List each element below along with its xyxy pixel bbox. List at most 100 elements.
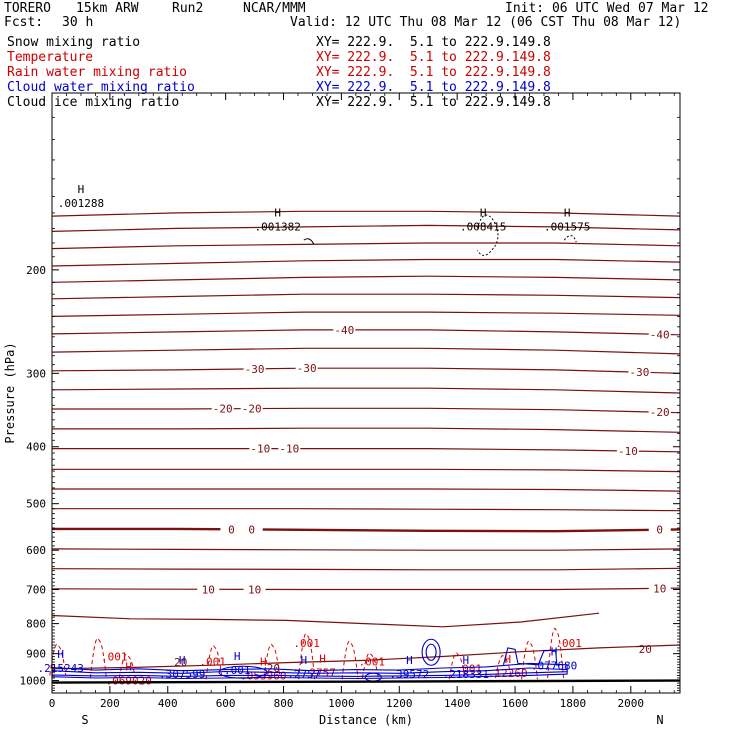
cloud-water-contour-inner <box>51 667 568 677</box>
legend-field-temperature: Temperature <box>7 50 94 65</box>
isotherm-label: -30 <box>245 363 265 376</box>
isotherm-label: -10 <box>618 445 638 458</box>
isotherm-label: -20 <box>213 403 233 416</box>
isotherm-9 <box>51 367 681 374</box>
legend-field-cloud-water: Cloud water mixing ratio <box>7 80 195 95</box>
x-tick-label: 200 <box>100 697 120 710</box>
isotherm-17 <box>52 527 681 533</box>
isotherm-label-bg <box>197 583 220 595</box>
x-tick-label: 2000 <box>618 697 645 710</box>
snow-max-marker: H <box>480 206 487 219</box>
y-tick-label: 600 <box>26 544 46 557</box>
isotherm-label: -20 <box>650 406 670 419</box>
cloud-max-marker: H <box>57 648 64 661</box>
rain-contour-label: .001 <box>555 637 582 650</box>
isotherm-1 <box>51 224 681 232</box>
rain-contour-3 <box>205 645 223 680</box>
isotherm-label-bg <box>628 366 651 378</box>
isotherm-label: 20 <box>174 656 187 669</box>
y-tick-label: 700 <box>26 584 46 597</box>
isotherm-0 <box>51 210 681 217</box>
rain-contour-label: .001 <box>359 655 386 668</box>
snow-max-marker: H <box>564 206 571 219</box>
cloud-max-marker: H <box>300 654 307 667</box>
title-org: NCAR/MMM <box>243 1 306 16</box>
isotherm-label-bg <box>243 583 266 595</box>
title-model: TORERO <box>4 1 51 16</box>
isotherm-label-bg <box>295 362 318 374</box>
isotherm-label: 0 <box>228 523 235 536</box>
legend-field-rain: Rain water mixing ratio <box>7 65 188 80</box>
isotherm-16 <box>52 508 681 512</box>
plot-frame <box>51 92 681 694</box>
surface-line <box>51 679 681 684</box>
rain-contour-5 <box>298 633 316 680</box>
cloud-water-cell <box>425 643 437 661</box>
isotherm-label-bg <box>648 523 671 535</box>
rain-contour-6 <box>341 640 359 680</box>
y-tick-label: 500 <box>26 498 46 511</box>
isotherm-20 <box>51 587 681 591</box>
cloud-max-value: .218331 <box>443 668 489 681</box>
y-tick-label: 400 <box>26 441 46 454</box>
cloud-max-value: .307599 <box>159 668 205 681</box>
isotherm-label: -40 <box>650 328 670 341</box>
cloud-max-value: .215243 <box>38 662 84 675</box>
isotherm-22 <box>51 644 681 670</box>
legend-range-rain: XY= 222.9. 5.1 to 222.9.149.8 <box>316 65 551 80</box>
isotherm-label: -30 <box>630 366 650 379</box>
isotherm-8 <box>51 347 681 355</box>
legend-range-snow: XY= 222.9. 5.1 to 222.9.149.8 <box>316 35 551 50</box>
isotherm-label-bg <box>243 362 266 374</box>
legend-field-cloud-ice: Cloud ice mixing ratio <box>7 95 180 110</box>
rain-contour-label: .001 <box>199 656 226 669</box>
isotherm-label-bg <box>648 328 671 340</box>
y-tick-label: 900 <box>26 648 46 661</box>
isotherm-label-bg <box>278 442 301 454</box>
snow-max-value: .001382 <box>255 220 301 233</box>
temperature-isotherms: -40 -40-30 -30 -30-20 -20 -20-10 -10 -100 0 010 10… <box>51 210 681 670</box>
isotherm-2 <box>51 242 681 250</box>
isotherm-12 <box>52 427 681 433</box>
cloud-max-marker: H <box>406 654 413 667</box>
snow-contour <box>303 238 315 245</box>
rain-contour-9 <box>495 655 512 679</box>
cloud-max-marker: H <box>179 654 186 667</box>
cloud-water-cell <box>364 672 382 682</box>
isotherm-label-bg <box>211 402 234 414</box>
y-tick-label: 1000 <box>20 675 47 688</box>
snow-max-marker: H <box>274 206 281 219</box>
isotherm-label-bg <box>240 523 263 535</box>
isotherm-label: -30 <box>297 362 317 375</box>
cloud-water-cell <box>502 647 558 667</box>
isotherm-14 <box>52 468 681 473</box>
isotherm-4 <box>51 275 681 283</box>
legend-range-temperature: XY= 222.9. 5.1 to 222.9.149.8 <box>316 50 551 65</box>
isotherm-label: -20 <box>242 403 262 416</box>
snow-contour <box>563 235 577 243</box>
rain-contour-11 <box>547 627 565 679</box>
cloud-max-value: .001 <box>224 664 251 677</box>
isotherm-21 <box>51 612 600 628</box>
cloud-water-cell <box>218 665 268 679</box>
isotherm-label-bg <box>240 402 263 414</box>
rain-max-marker: H <box>504 653 511 666</box>
isotherm-label: 0 <box>248 523 255 536</box>
valid-time: Valid: 12 UTC Thu 08 Mar 12 (06 CST Thu … <box>290 15 682 30</box>
x-tick-label: 400 <box>158 697 178 710</box>
rain-max-marker: H <box>260 656 267 669</box>
cloud-water-contour-outer <box>51 662 568 680</box>
cloud-max-value: .077680 <box>531 659 577 672</box>
isotherm-10 <box>51 387 681 394</box>
rain-contour-1 <box>89 637 107 679</box>
isotherm-label-bg <box>648 406 671 418</box>
isotherm-label: 10 <box>653 582 666 595</box>
forecast-hours: 30 h <box>62 15 94 30</box>
x-tick-label: 1200 <box>386 697 413 710</box>
rain-contour-10 <box>521 640 538 680</box>
cloud-max-marker: H <box>551 645 558 658</box>
isotherm-label-bg <box>616 445 639 457</box>
y-tick-label: 200 <box>26 264 46 277</box>
isotherm-label: 10 <box>202 583 215 596</box>
